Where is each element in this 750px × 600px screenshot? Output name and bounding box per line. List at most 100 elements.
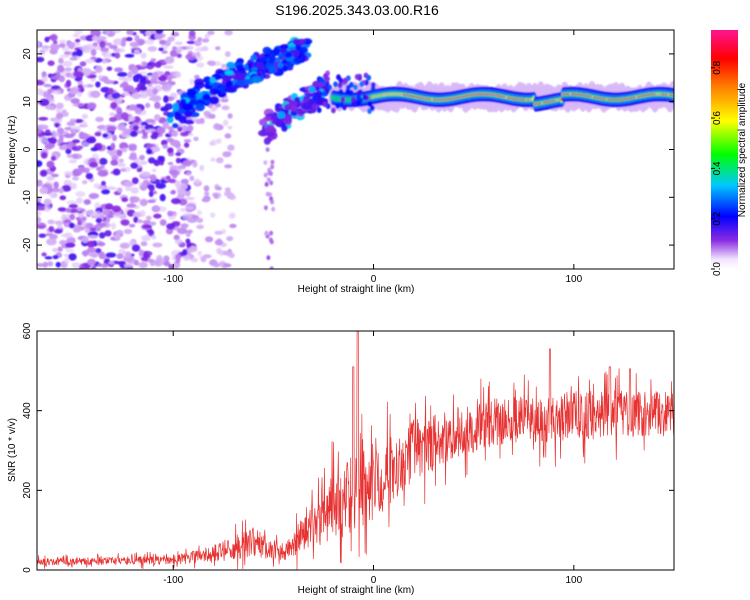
spectrogram-cell	[184, 110, 193, 118]
spectrogram-cell	[214, 230, 223, 235]
spectrogram-cell	[45, 143, 56, 149]
snr-plot-area	[37, 331, 674, 570]
spectrogram-cell	[105, 203, 114, 211]
spectrogram-cell	[109, 117, 117, 122]
spectrogram-cell	[268, 58, 275, 64]
spectrogram-cell	[116, 107, 122, 113]
spectrogram-cell	[124, 85, 135, 93]
spectrogram-cell	[166, 137, 174, 143]
spectrogram-cell	[163, 255, 170, 262]
spectrogram-cell	[154, 32, 163, 40]
spectrogram-marks	[37, 30, 674, 269]
spectrogram-cell	[225, 80, 234, 88]
spectrogram-cell	[154, 101, 161, 109]
spectrogram-cell	[48, 137, 57, 145]
spectrogram-cell	[105, 42, 113, 47]
spectrogram-cell	[42, 261, 48, 268]
spectrogram-cell	[186, 89, 198, 98]
spectrogram-cell	[37, 160, 43, 167]
spectrogram-cell	[81, 120, 88, 127]
colorbar-tick-label: 0.6	[712, 111, 723, 125]
spectrogram-cell	[176, 227, 188, 235]
spectrogram-cell	[227, 125, 233, 130]
spectrogram-cell	[214, 103, 222, 108]
spectrogram-cell	[151, 168, 157, 173]
spectrogram-cell	[215, 46, 221, 51]
spectrogram-cell	[104, 230, 112, 237]
spectrogram-cell	[92, 42, 98, 47]
spectrogram-cell	[366, 74, 372, 81]
spectrogram-cell	[119, 142, 129, 150]
spectrogram-cell	[57, 246, 63, 252]
spectrogram-cell	[203, 76, 212, 84]
spectrogram-cell	[215, 186, 222, 191]
spectrogram-cell	[149, 146, 161, 153]
spectrogram-x-tick-label: -100	[163, 274, 183, 285]
spectrogram-cell	[96, 36, 107, 40]
spectrogram-cell	[331, 107, 336, 114]
spectrogram-cell	[101, 51, 107, 57]
spectrogram-cell	[186, 40, 197, 45]
spectrogram-cell	[122, 147, 128, 153]
spectrogram-cell	[64, 257, 70, 265]
spectrogram-cell	[70, 98, 80, 104]
spectrogram-cell	[235, 73, 246, 81]
spectrogram-cell	[38, 124, 49, 130]
spectrogram-cell	[212, 106, 218, 111]
snr-y-tick-label: 600	[22, 322, 33, 339]
spectrogram-cell	[97, 74, 104, 80]
snr-marks	[37, 331, 674, 570]
spectrogram-cell	[128, 104, 138, 111]
spectrogram-cell	[265, 191, 270, 197]
spectrogram-cell	[210, 157, 216, 162]
spectrogram-cell	[126, 36, 133, 42]
spectrogram-cell	[196, 55, 204, 61]
spectrogram-cell	[215, 157, 224, 164]
spectrogram-cell	[195, 103, 205, 112]
spectrogram-cell	[110, 142, 116, 151]
spectrogram-cell	[99, 40, 106, 49]
spectrogram-cell	[100, 86, 111, 93]
spectrogram-cell	[77, 84, 84, 89]
spectrogram-cell	[113, 38, 123, 46]
spectrogram-cell	[263, 137, 271, 145]
spectrogram-cell	[209, 141, 215, 146]
spectrogram-cell	[37, 225, 46, 229]
spectrogram-cell	[53, 229, 63, 234]
spectrogram-cell	[123, 128, 131, 136]
spectrogram-cell	[87, 240, 95, 249]
spectrogram-cell	[85, 136, 97, 144]
spectrogram-cell	[180, 207, 187, 212]
spectrogram-cell	[213, 123, 221, 130]
spectrogram-cell	[111, 92, 121, 100]
spectrogram-cell	[227, 144, 235, 151]
spectrogram-cell	[116, 229, 124, 236]
spectrogram-cell	[222, 119, 229, 127]
spectrogram-cell	[81, 84, 88, 89]
spectrogram-cell	[111, 186, 117, 191]
spectrogram-cell	[75, 191, 86, 197]
spectrogram-cell	[106, 125, 117, 132]
spectrogram-cell	[315, 90, 323, 98]
spectrogram-cell	[152, 88, 159, 95]
spectrogram-cell	[139, 210, 146, 217]
spectrogram-cell	[183, 139, 192, 143]
spectrogram-cell	[156, 126, 166, 134]
colorbar-tick-label: 0.8	[712, 60, 723, 74]
spectrogram-cell	[222, 250, 231, 256]
spectrogram-cell	[145, 30, 152, 37]
spectrogram-cell	[110, 30, 122, 34]
spectrogram-cell	[56, 102, 64, 110]
spectrogram-cell	[229, 223, 237, 229]
spectrogram-y-tick-label: 10	[22, 96, 33, 108]
spectrogram-cell	[167, 147, 174, 154]
spectrogram-cell	[152, 71, 159, 80]
spectrogram-cell	[192, 161, 198, 168]
spectrogram-cell	[292, 38, 300, 46]
spectrogram-cell	[173, 234, 180, 241]
spectrogram-cell	[345, 84, 351, 91]
spectrogram-cell	[224, 187, 231, 193]
spectrogram-cell	[158, 47, 164, 52]
spectrogram-cell	[140, 52, 147, 59]
spectrogram-cell	[133, 49, 140, 55]
